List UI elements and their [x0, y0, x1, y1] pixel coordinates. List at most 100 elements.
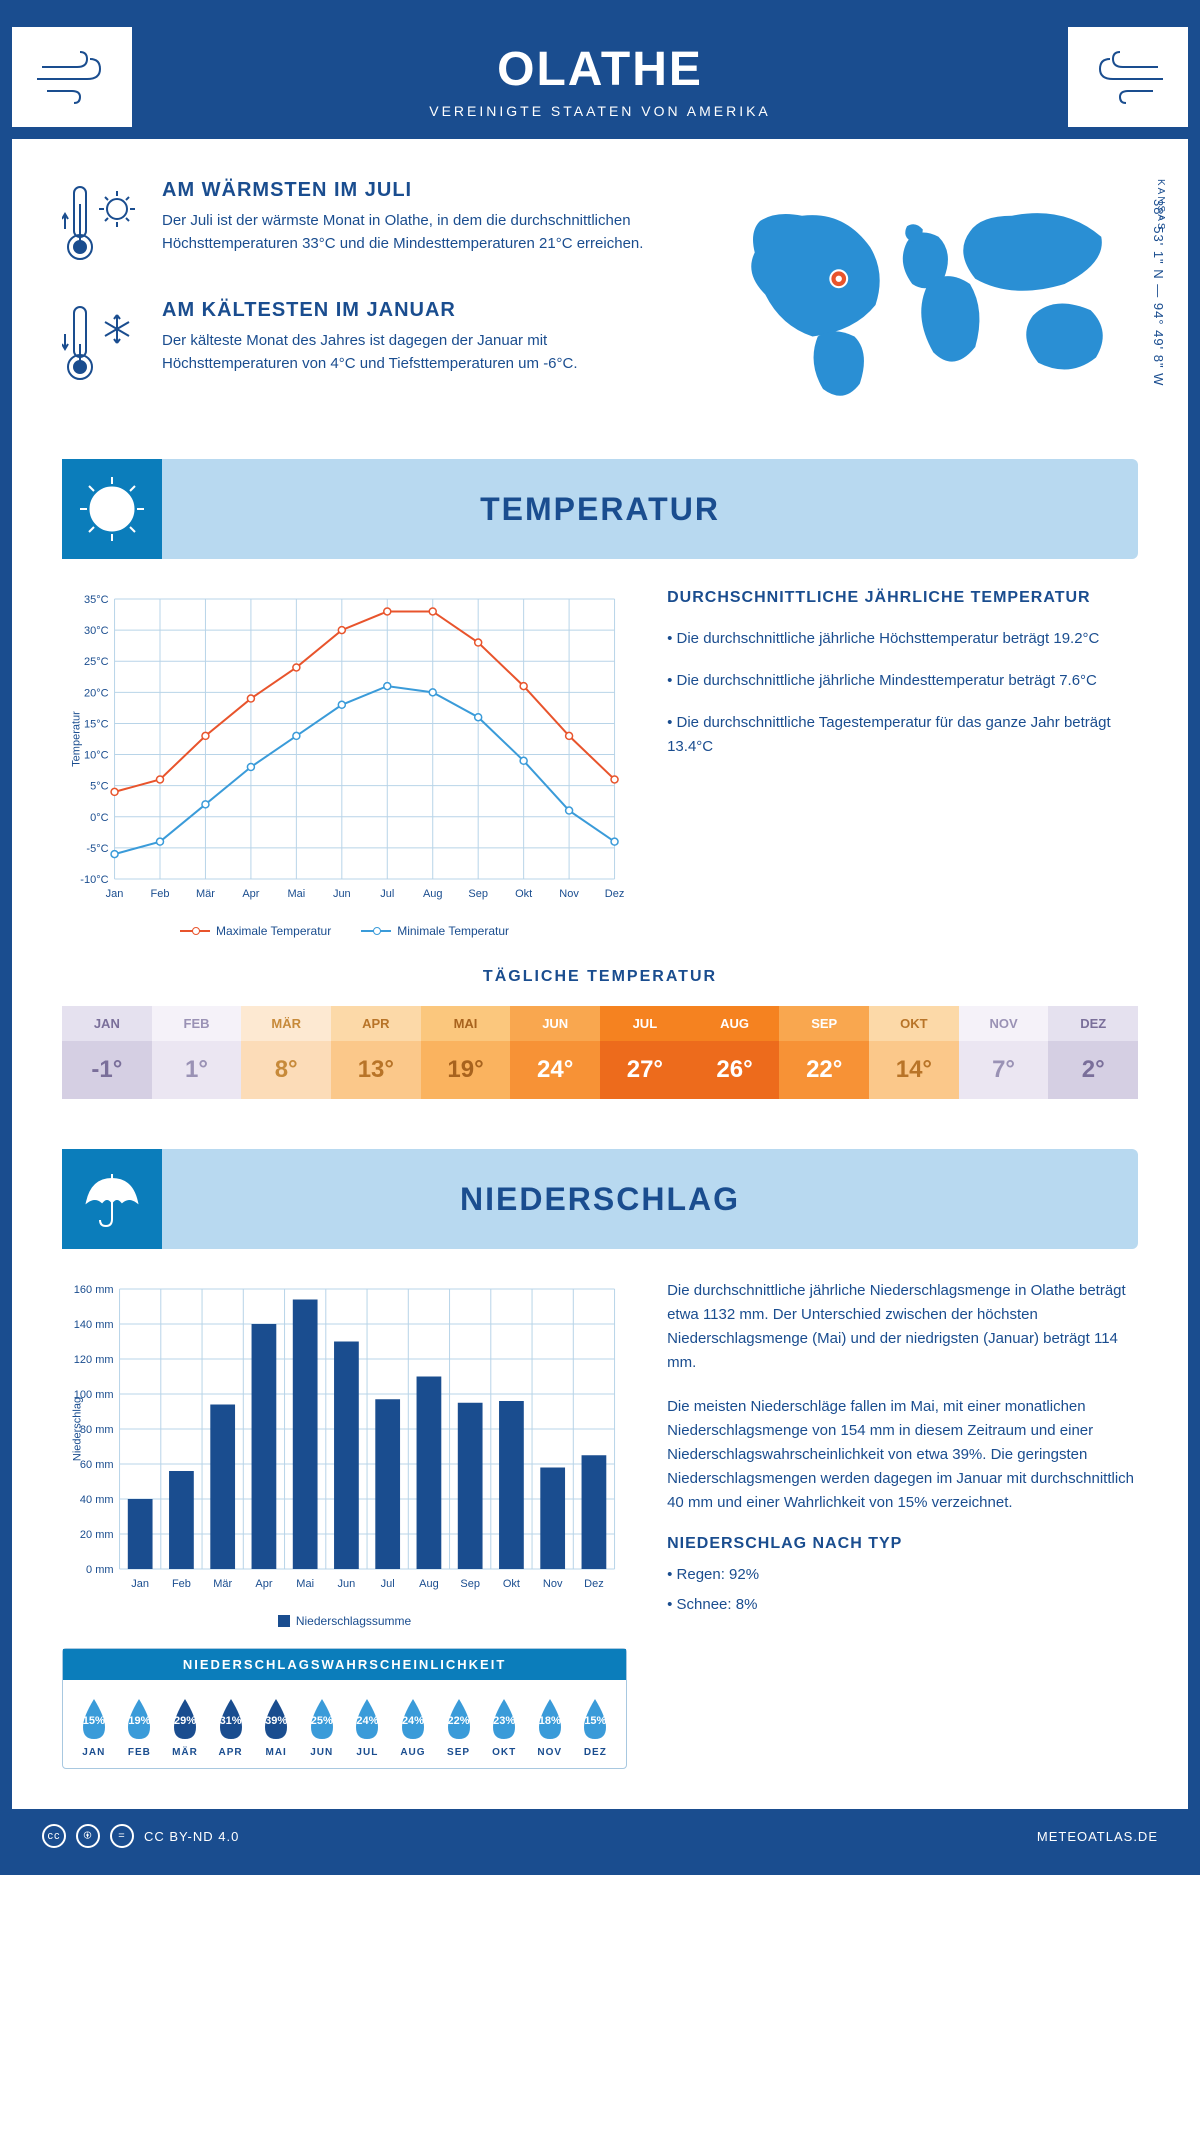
- svg-text:Jul: Jul: [381, 1578, 395, 1590]
- thermometer-snow-icon: [62, 299, 142, 394]
- temp-legend: Maximale Temperatur Minimale Temperatur: [62, 924, 627, 938]
- daily-cell: APR13°: [331, 1006, 421, 1099]
- daily-cell: JUN24°: [510, 1006, 600, 1099]
- coords-label: 38° 53' 1" N — 94° 49' 8" W: [1151, 199, 1166, 386]
- temp-summary: DURCHSCHNITTLICHE JÄHRLICHE TEMPERATUR •…: [667, 589, 1138, 938]
- prob-box: NIEDERSCHLAGSWAHRSCHEINLICHKEIT 15%JAN19…: [62, 1648, 627, 1769]
- svg-text:Dez: Dez: [605, 888, 625, 900]
- legend-precip: Niederschlagssumme: [296, 1614, 411, 1628]
- footer: cc 🅯 = CC BY-ND 4.0 METEOATLAS.DE: [12, 1809, 1188, 1863]
- daily-cell: FEB1°: [152, 1006, 242, 1099]
- warmest-title: AM WÄRMSTEN IM JULI: [162, 179, 678, 202]
- svg-text:Temperatur: Temperatur: [71, 711, 83, 767]
- precip-legend: Niederschlagssumme: [62, 1614, 627, 1628]
- precip-banner: NIEDERSCHLAG: [62, 1149, 1138, 1249]
- coldest-block: AM KÄLTESTEN IM JANUAR Der kälteste Mona…: [62, 299, 678, 394]
- precip-type-heading: NIEDERSCHLAG NACH TYP: [667, 1535, 1138, 1553]
- umbrella-icon: [62, 1149, 162, 1249]
- svg-text:Okt: Okt: [515, 888, 532, 900]
- prob-cell: 15%JAN: [71, 1695, 117, 1758]
- daily-cell: JUL27°: [600, 1006, 690, 1099]
- prob-cell: 31%APR: [208, 1695, 254, 1758]
- sun-icon: [62, 459, 162, 559]
- svg-text:Mai: Mai: [287, 888, 305, 900]
- daily-cell: DEZ2°: [1048, 1006, 1138, 1099]
- warmest-text: Der Juli ist der wärmste Monat in Olathe…: [162, 210, 678, 255]
- svg-text:10°C: 10°C: [84, 750, 109, 762]
- temp-bullet: • Die durchschnittliche jährliche Mindes…: [667, 669, 1138, 693]
- svg-text:Jun: Jun: [338, 1578, 356, 1590]
- precip-chart: 0 mm20 mm40 mm60 mm80 mm100 mm120 mm140 …: [62, 1279, 627, 1599]
- footer-site: METEOATLAS.DE: [1037, 1829, 1158, 1844]
- thermometer-sun-icon: [62, 179, 142, 274]
- svg-text:25°C: 25°C: [84, 656, 109, 668]
- cc-icon: cc: [42, 1824, 66, 1848]
- svg-text:35°C: 35°C: [84, 594, 109, 606]
- svg-text:5°C: 5°C: [90, 781, 109, 793]
- prob-cell: 25%JUN: [299, 1695, 345, 1758]
- temp-summary-heading: DURCHSCHNITTLICHE JÄHRLICHE TEMPERATUR: [667, 589, 1138, 607]
- svg-text:140 mm: 140 mm: [74, 1319, 114, 1331]
- temp-heading: TEMPERATUR: [480, 491, 720, 528]
- svg-text:Jul: Jul: [380, 888, 394, 900]
- svg-text:Niederschlag: Niederschlag: [72, 1397, 84, 1461]
- svg-text:Jan: Jan: [131, 1578, 149, 1590]
- svg-text:Nov: Nov: [543, 1578, 563, 1590]
- daily-cell: JAN-1°: [62, 1006, 152, 1099]
- svg-text:20 mm: 20 mm: [80, 1529, 114, 1541]
- license-text: CC BY-ND 4.0: [144, 1829, 239, 1844]
- prob-title: NIEDERSCHLAGSWAHRSCHEINLICHKEIT: [63, 1649, 626, 1680]
- svg-text:Feb: Feb: [172, 1578, 191, 1590]
- prob-cell: 15%DEZ: [573, 1695, 619, 1758]
- temp-bullet: • Die durchschnittliche Tagestemperatur …: [667, 711, 1138, 759]
- precip-type: • Schnee: 8%: [667, 1593, 1138, 1617]
- daily-title: TÄGLICHE TEMPERATUR: [62, 968, 1138, 986]
- svg-text:Sep: Sep: [468, 888, 488, 900]
- prob-cell: 29%MÄR: [162, 1695, 208, 1758]
- svg-text:0 mm: 0 mm: [86, 1564, 114, 1576]
- intro-text-col: AM WÄRMSTEN IM JULI Der Juli ist der wär…: [62, 179, 678, 419]
- svg-text:120 mm: 120 mm: [74, 1354, 114, 1366]
- daily-cell: MÄR8°: [241, 1006, 331, 1099]
- precip-type: • Regen: 92%: [667, 1563, 1138, 1587]
- svg-text:80 mm: 80 mm: [80, 1424, 114, 1436]
- svg-text:Jun: Jun: [333, 888, 351, 900]
- temp-banner: TEMPERATUR: [62, 459, 1138, 559]
- daily-cell: MAI19°: [421, 1006, 511, 1099]
- svg-text:0°C: 0°C: [90, 812, 109, 824]
- precip-p2: Die meisten Niederschläge fallen im Mai,…: [667, 1395, 1138, 1515]
- daily-temp-grid: JAN-1°FEB1°MÄR8°APR13°MAI19°JUN24°JUL27°…: [62, 1006, 1138, 1099]
- footer-license: cc 🅯 = CC BY-ND 4.0: [42, 1824, 239, 1848]
- svg-text:Jan: Jan: [106, 888, 124, 900]
- svg-text:40 mm: 40 mm: [80, 1494, 114, 1506]
- content: AM WÄRMSTEN IM JULI Der Juli ist der wär…: [12, 139, 1188, 1809]
- precip-text: Die durchschnittliche jährliche Niedersc…: [667, 1279, 1138, 1769]
- temp-chart: -10°C-5°C0°C5°C10°C15°C20°C25°C30°C35°CJ…: [62, 589, 627, 938]
- temp-row: -10°C-5°C0°C5°C10°C15°C20°C25°C30°C35°CJ…: [62, 589, 1138, 938]
- prob-cell: 39%MAI: [253, 1695, 299, 1758]
- precip-row: 0 mm20 mm40 mm60 mm80 mm100 mm120 mm140 …: [62, 1279, 1138, 1769]
- svg-text:Mär: Mär: [196, 888, 215, 900]
- svg-text:Okt: Okt: [503, 1578, 520, 1590]
- svg-text:30°C: 30°C: [84, 625, 109, 637]
- svg-text:Aug: Aug: [423, 888, 443, 900]
- svg-text:Apr: Apr: [242, 888, 259, 900]
- svg-text:15°C: 15°C: [84, 718, 109, 730]
- daily-cell: OKT14°: [869, 1006, 959, 1099]
- daily-cell: AUG26°: [690, 1006, 780, 1099]
- prob-cell: 24%JUL: [345, 1695, 391, 1758]
- intro-section: AM WÄRMSTEN IM JULI Der Juli ist der wär…: [62, 179, 1138, 419]
- precip-heading: NIEDERSCHLAG: [460, 1181, 740, 1218]
- infographic-page: OLATHE VEREINIGTE STAATEN VON AMERIKA AM…: [0, 0, 1200, 1875]
- daily-cell: NOV7°: [959, 1006, 1049, 1099]
- precip-p1: Die durchschnittliche jährliche Niedersc…: [667, 1279, 1138, 1375]
- prob-cell: 23%OKT: [481, 1695, 527, 1758]
- svg-text:Mai: Mai: [296, 1578, 314, 1590]
- world-map: KANSAS 38° 53' 1" N — 94° 49' 8" W: [718, 179, 1138, 419]
- svg-text:Aug: Aug: [419, 1578, 439, 1590]
- svg-text:Apr: Apr: [255, 1578, 272, 1590]
- page-title: OLATHE: [32, 42, 1168, 97]
- legend-max: Maximale Temperatur: [216, 924, 331, 938]
- svg-text:-10°C: -10°C: [80, 874, 108, 886]
- prob-cell: 24%AUG: [390, 1695, 436, 1758]
